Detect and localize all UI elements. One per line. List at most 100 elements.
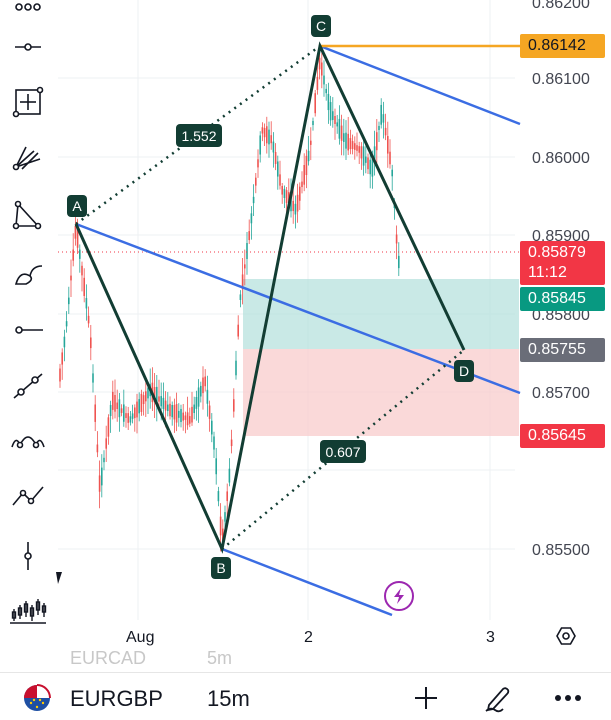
candle bbox=[373, 146, 376, 163]
candle bbox=[114, 394, 116, 412]
abcd-pattern[interactable] bbox=[74, 41, 466, 554]
candle bbox=[294, 203, 297, 215]
last-price-tag: 0.85879 11:12 bbox=[520, 241, 605, 285]
candle bbox=[116, 402, 118, 410]
triangle-pattern-icon[interactable] bbox=[8, 196, 48, 236]
point-c-label[interactable]: C bbox=[311, 15, 331, 37]
horizontal-line-icon[interactable] bbox=[8, 27, 48, 67]
symbol-name[interactable]: EURGBP bbox=[70, 686, 163, 711]
candle bbox=[384, 127, 387, 136]
candle bbox=[312, 120, 314, 126]
candle bbox=[285, 190, 288, 203]
plus-icon[interactable] bbox=[408, 680, 444, 716]
red-level-price: 0.85645 bbox=[528, 427, 586, 444]
price-tick: 0.86100 bbox=[532, 71, 590, 88]
lightning-icon[interactable] bbox=[384, 581, 414, 611]
candle bbox=[197, 387, 200, 407]
candle bbox=[204, 376, 206, 387]
measure-icon[interactable] bbox=[8, 82, 48, 122]
horizontal-ray-icon[interactable] bbox=[8, 310, 48, 350]
candle bbox=[123, 404, 125, 422]
channel-line-c[interactable] bbox=[319, 44, 521, 126]
candle bbox=[142, 395, 145, 405]
candlestick-series bbox=[59, 49, 400, 552]
candle bbox=[303, 165, 305, 185]
divider bbox=[0, 672, 611, 673]
candle bbox=[299, 186, 301, 201]
point-d-label[interactable]: D bbox=[454, 360, 474, 382]
head-shoulders-icon[interactable] bbox=[8, 420, 48, 460]
candle bbox=[70, 275, 72, 281]
candle bbox=[224, 512, 226, 522]
flag-icon[interactable] bbox=[19, 680, 55, 716]
point-b-label[interactable]: B bbox=[211, 557, 231, 579]
candle bbox=[230, 439, 233, 447]
candle bbox=[129, 416, 132, 423]
drawing-toolbar bbox=[0, 0, 58, 655]
candle bbox=[343, 133, 345, 142]
candle bbox=[85, 298, 88, 309]
candle bbox=[244, 264, 246, 269]
candle bbox=[378, 125, 380, 131]
candle bbox=[241, 274, 244, 290]
trend-line-icon[interactable] bbox=[8, 366, 48, 406]
fib-fan-icon[interactable] bbox=[8, 137, 48, 177]
candle bbox=[246, 242, 248, 260]
candle bbox=[184, 415, 187, 420]
candle bbox=[250, 213, 253, 224]
candle bbox=[131, 413, 134, 419]
c-level-price-tag: 0.86142 bbox=[520, 34, 605, 58]
candle bbox=[301, 181, 303, 188]
price-tick: 0.85900 bbox=[532, 228, 590, 245]
svg-text:A: A bbox=[72, 198, 82, 214]
d-level-price: 0.85755 bbox=[528, 341, 586, 358]
ratio-label-cd: 0.607 bbox=[320, 440, 366, 463]
green-level-price: 0.85845 bbox=[528, 290, 586, 307]
candle bbox=[134, 407, 136, 419]
candle bbox=[178, 410, 180, 418]
profit-zone[interactable] bbox=[243, 279, 519, 349]
zigzag-icon[interactable] bbox=[8, 476, 48, 516]
candle bbox=[94, 404, 96, 422]
candle bbox=[398, 255, 400, 269]
svg-text:1.552: 1.552 bbox=[181, 128, 216, 144]
timeframe-selector[interactable]: 15m bbox=[207, 686, 250, 711]
axis-settings-icon[interactable] bbox=[556, 627, 576, 645]
price-tick: 0.86000 bbox=[532, 150, 590, 167]
time-label: 2 bbox=[304, 629, 313, 646]
candle bbox=[169, 403, 171, 417]
candle bbox=[329, 102, 332, 121]
candle bbox=[318, 57, 321, 70]
brush-icon[interactable] bbox=[8, 254, 48, 294]
vertical-line-icon[interactable] bbox=[8, 536, 48, 576]
more-icon[interactable] bbox=[550, 680, 586, 716]
candle bbox=[290, 194, 292, 212]
loss-zone[interactable] bbox=[243, 349, 519, 436]
candle bbox=[109, 404, 112, 417]
candle bbox=[59, 368, 61, 382]
channel-line-ac[interactable] bbox=[75, 222, 521, 395]
countdown: 11:12 bbox=[528, 264, 567, 281]
candles-icon[interactable] bbox=[8, 590, 48, 630]
candle bbox=[96, 444, 99, 453]
chart-area[interactable]: A B C D 1.552 0.607 0.86200 0.86100 0.86… bbox=[0, 0, 611, 672]
candle bbox=[72, 249, 74, 261]
candle bbox=[98, 475, 101, 492]
candle bbox=[112, 391, 114, 410]
candle bbox=[358, 146, 360, 153]
scroll-left-icon[interactable] bbox=[56, 572, 62, 584]
dots-icon[interactable] bbox=[8, 0, 48, 28]
point-a-label[interactable]: A bbox=[67, 195, 87, 217]
candle bbox=[189, 416, 191, 424]
candle bbox=[171, 404, 173, 418]
price-tick: 0.85700 bbox=[532, 385, 590, 402]
candle bbox=[101, 467, 103, 486]
candle bbox=[63, 336, 66, 348]
channel-line-b[interactable] bbox=[221, 547, 393, 617]
price-tick: 0.85500 bbox=[532, 542, 590, 559]
pencil-icon[interactable] bbox=[480, 680, 516, 716]
candle bbox=[162, 397, 165, 409]
candle bbox=[160, 396, 162, 407]
candle bbox=[356, 145, 358, 151]
candle bbox=[279, 174, 281, 186]
